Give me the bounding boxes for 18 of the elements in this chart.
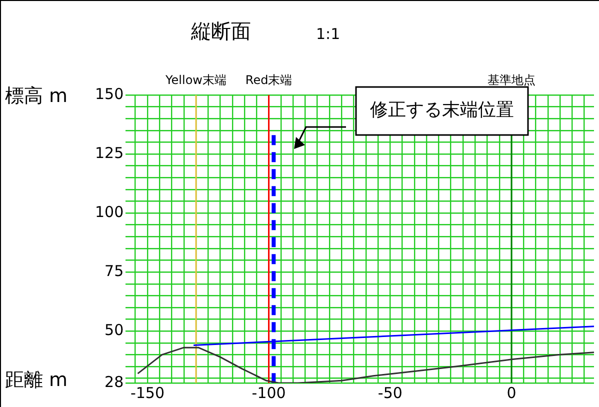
ref-line-label: Red末端 (245, 73, 292, 88)
x-tick-label: -150 (130, 384, 164, 402)
y-tick-label: 75 (104, 262, 124, 280)
x-axis-title: 距離 m (5, 368, 68, 391)
y-tick-label: 125 (94, 144, 124, 162)
ref-line-label: Yellow末端 (164, 73, 226, 88)
y-tick-label: 100 (94, 202, 124, 221)
x-tick-label: 0 (506, 384, 516, 402)
y-axis-title: 標高 m (5, 84, 68, 107)
y-tick-label: 50 (104, 320, 124, 339)
x-tick-label: -100 (252, 384, 286, 402)
y-tick-label: 28 (104, 372, 124, 391)
ref-line-label: 基準地点 (487, 73, 536, 88)
chart-title: 縦断面 (190, 19, 251, 44)
annotation: 修正する末端位置 (370, 100, 514, 120)
chart-subtitle: 1:1 (316, 24, 340, 43)
x-tick-label: -50 (378, 384, 402, 402)
y-tick-label: 150 (94, 84, 124, 103)
